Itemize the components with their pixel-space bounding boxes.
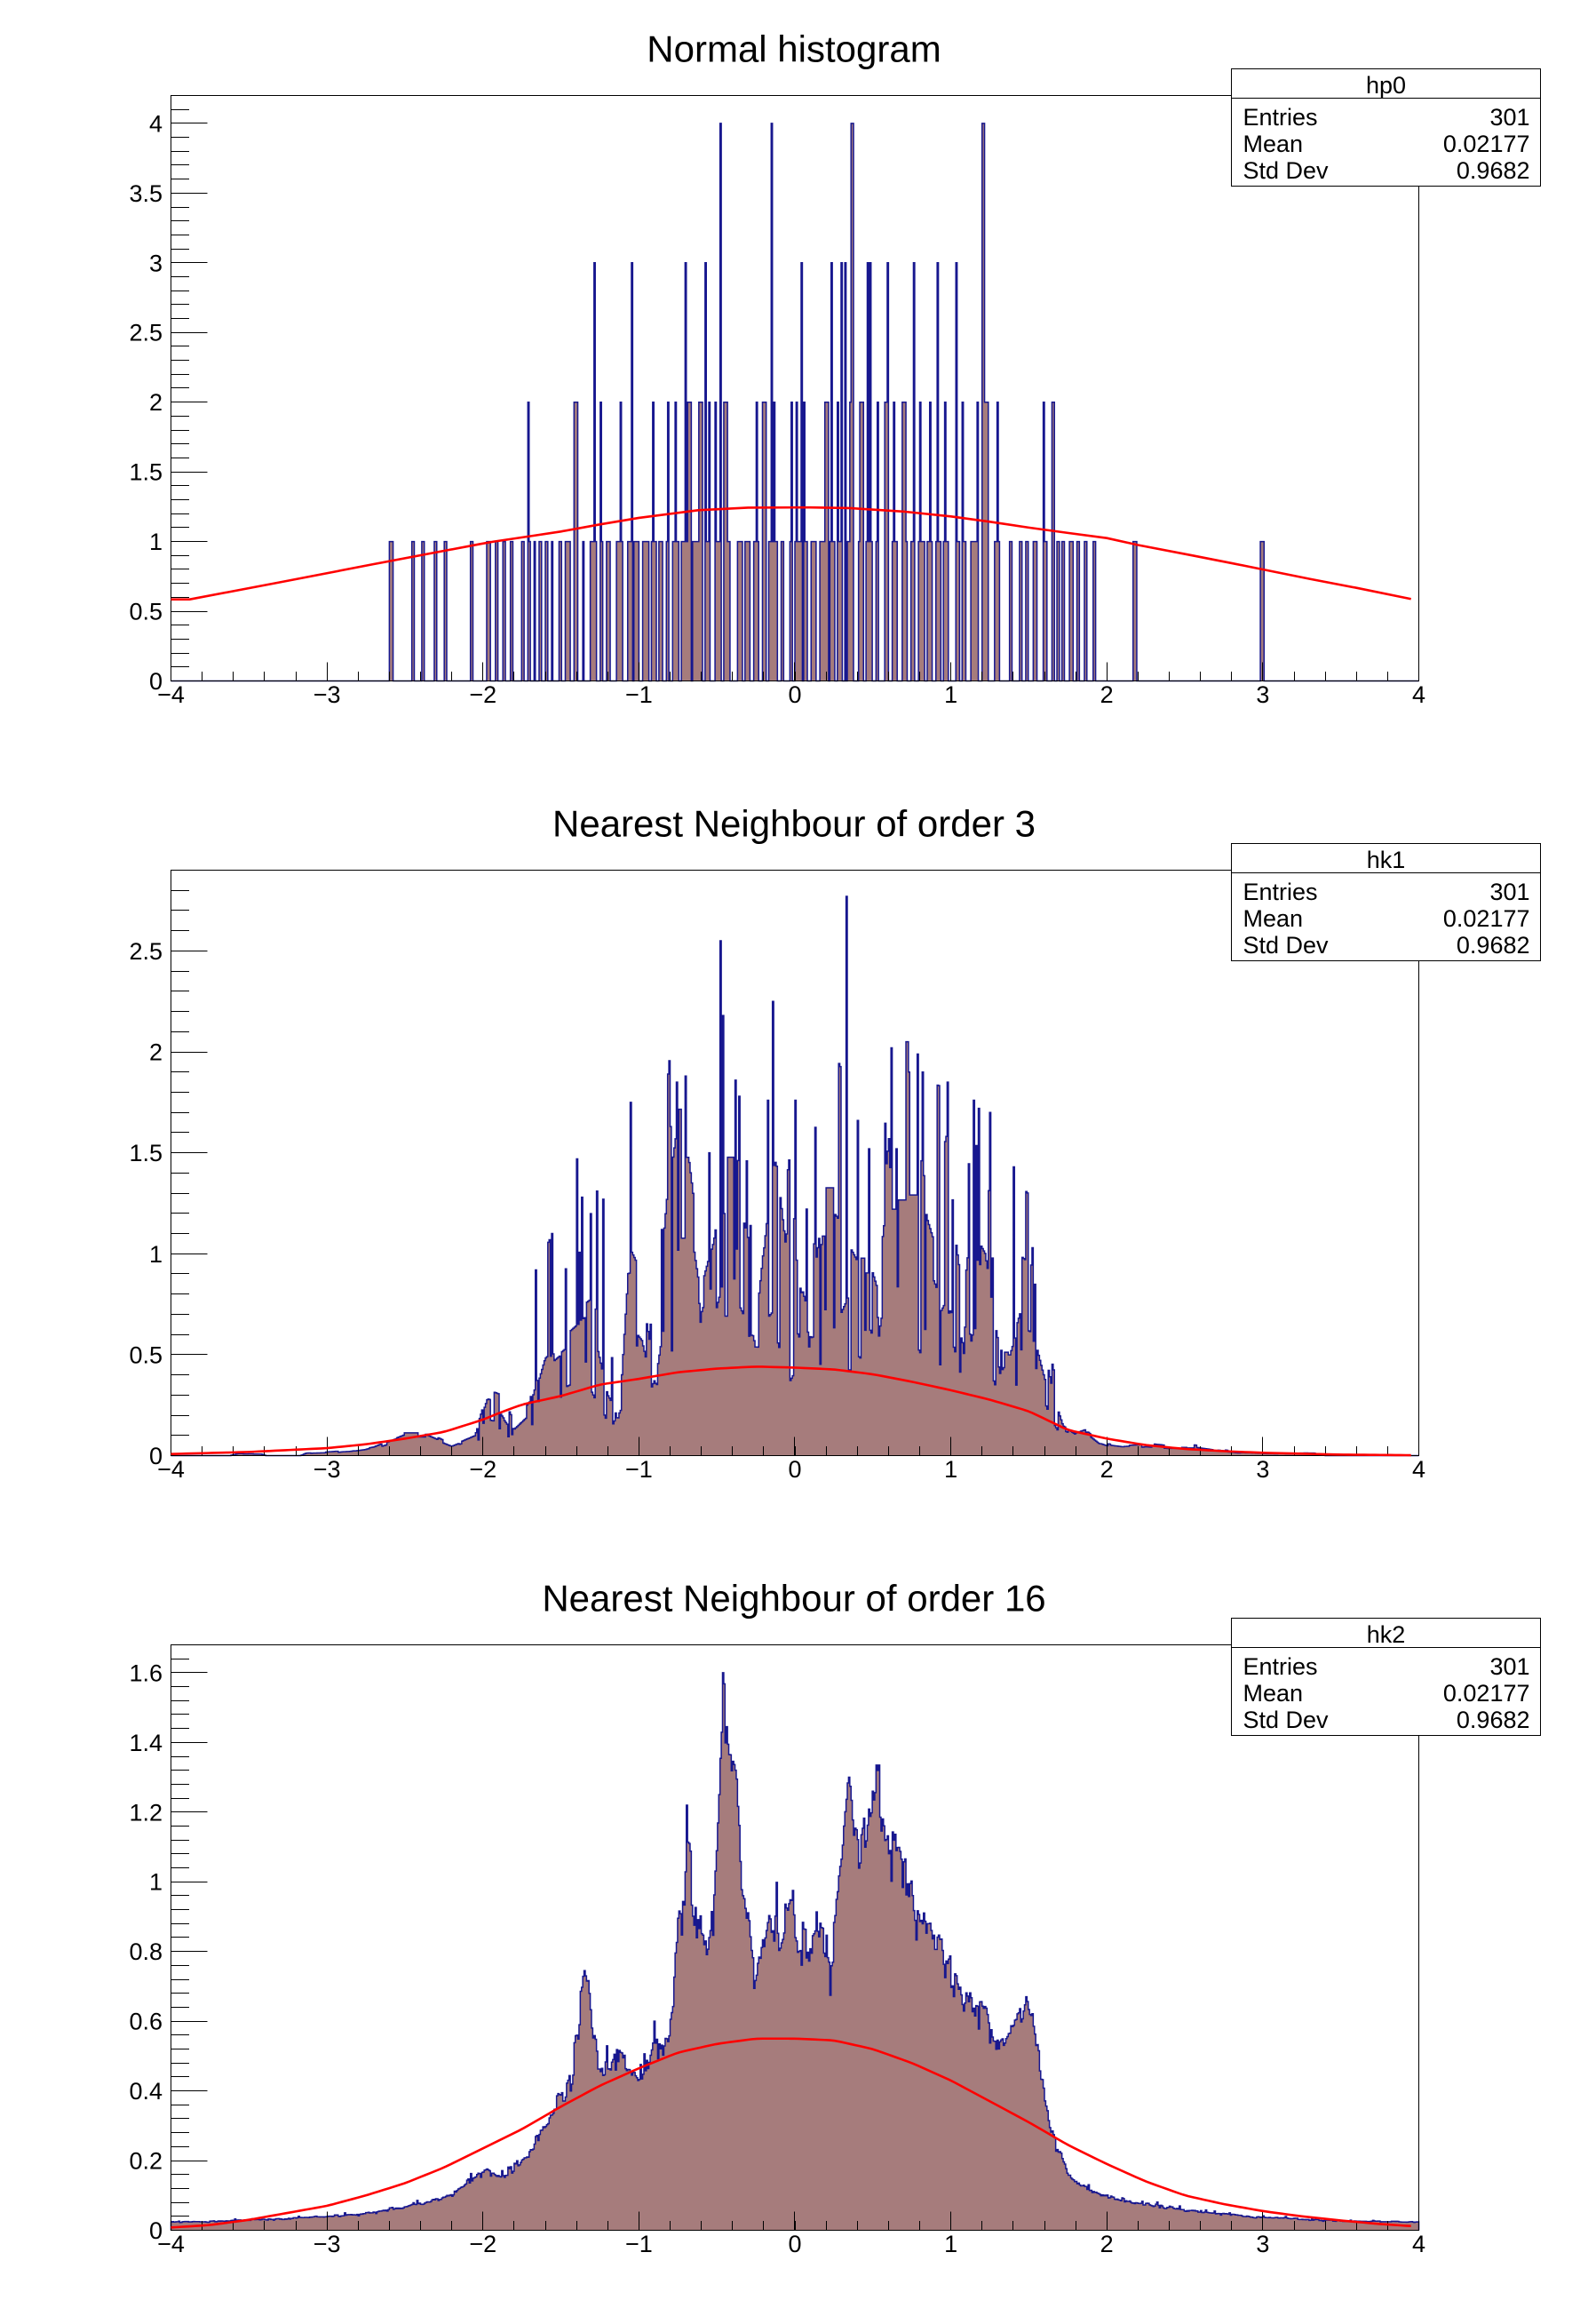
svg-text:1.2: 1.2 bbox=[129, 1799, 163, 1826]
svg-text:0.6: 0.6 bbox=[129, 2009, 163, 2035]
svg-text:0: 0 bbox=[788, 1456, 801, 1483]
svg-text:301: 301 bbox=[1489, 879, 1529, 905]
svg-text:0: 0 bbox=[788, 681, 801, 708]
svg-text:Mean: Mean bbox=[1243, 905, 1304, 932]
svg-text:2: 2 bbox=[1100, 2231, 1114, 2257]
svg-text:1: 1 bbox=[149, 1869, 163, 1896]
svg-text:0: 0 bbox=[149, 668, 163, 695]
svg-text:Entries: Entries bbox=[1243, 104, 1318, 131]
svg-text:1.5: 1.5 bbox=[129, 459, 163, 486]
svg-text:4: 4 bbox=[1412, 1456, 1425, 1483]
svg-text:−3: −3 bbox=[314, 2231, 341, 2257]
svg-text:−3: −3 bbox=[314, 681, 341, 708]
svg-text:0.5: 0.5 bbox=[129, 1341, 163, 1368]
svg-text:Nearest Neighbour of order 3: Nearest Neighbour of order 3 bbox=[552, 803, 1036, 845]
svg-text:0.9682: 0.9682 bbox=[1457, 157, 1530, 184]
svg-text:1: 1 bbox=[944, 2231, 957, 2257]
svg-text:2.5: 2.5 bbox=[129, 938, 163, 965]
svg-text:−4: −4 bbox=[157, 1456, 185, 1483]
svg-text:0.5: 0.5 bbox=[129, 599, 163, 625]
svg-text:1.4: 1.4 bbox=[129, 1730, 163, 1756]
svg-text:0.4: 0.4 bbox=[129, 2078, 163, 2105]
svg-text:0: 0 bbox=[788, 2231, 801, 2257]
svg-text:Entries: Entries bbox=[1243, 1653, 1318, 1680]
svg-text:3: 3 bbox=[1256, 1456, 1269, 1483]
svg-text:3: 3 bbox=[1256, 681, 1269, 708]
svg-text:2: 2 bbox=[149, 1039, 163, 1066]
svg-text:Std Dev: Std Dev bbox=[1243, 932, 1330, 959]
svg-text:0.02177: 0.02177 bbox=[1443, 131, 1530, 157]
svg-text:−1: −1 bbox=[625, 2231, 653, 2257]
svg-text:−1: −1 bbox=[625, 1456, 653, 1483]
svg-text:301: 301 bbox=[1489, 104, 1529, 131]
svg-text:−3: −3 bbox=[314, 1456, 341, 1483]
svg-text:−4: −4 bbox=[157, 681, 185, 708]
svg-text:0: 0 bbox=[149, 2217, 163, 2244]
svg-text:−2: −2 bbox=[469, 681, 496, 708]
svg-text:4: 4 bbox=[1412, 2231, 1425, 2257]
svg-text:0.9682: 0.9682 bbox=[1457, 932, 1530, 959]
svg-text:−2: −2 bbox=[469, 1456, 496, 1483]
svg-text:Std Dev: Std Dev bbox=[1243, 1707, 1330, 1733]
svg-text:−4: −4 bbox=[157, 2231, 185, 2257]
svg-text:Mean: Mean bbox=[1243, 131, 1304, 157]
svg-text:0.2: 0.2 bbox=[129, 2148, 163, 2175]
svg-text:301: 301 bbox=[1489, 1653, 1529, 1680]
svg-text:2: 2 bbox=[1100, 681, 1114, 708]
svg-text:hk1: hk1 bbox=[1367, 847, 1406, 873]
svg-text:4: 4 bbox=[1412, 681, 1425, 708]
svg-text:0.9682: 0.9682 bbox=[1457, 1707, 1530, 1733]
svg-text:2: 2 bbox=[1100, 1456, 1114, 1483]
svg-text:3.5: 3.5 bbox=[129, 180, 163, 207]
svg-text:Normal histogram: Normal histogram bbox=[647, 28, 941, 70]
svg-text:4: 4 bbox=[149, 110, 163, 137]
svg-text:2.5: 2.5 bbox=[129, 320, 163, 346]
svg-text:1.5: 1.5 bbox=[129, 1140, 163, 1166]
svg-text:1: 1 bbox=[944, 681, 957, 708]
svg-text:2: 2 bbox=[149, 389, 163, 416]
svg-text:hk2: hk2 bbox=[1367, 1621, 1406, 1648]
svg-text:1: 1 bbox=[149, 529, 163, 555]
svg-text:1: 1 bbox=[944, 1456, 957, 1483]
svg-text:Nearest Neighbour of order 16: Nearest Neighbour of order 16 bbox=[542, 1578, 1045, 1620]
svg-text:−1: −1 bbox=[625, 681, 653, 708]
svg-text:3: 3 bbox=[1256, 2231, 1269, 2257]
svg-text:Mean: Mean bbox=[1243, 1680, 1304, 1707]
svg-text:0: 0 bbox=[149, 1443, 163, 1469]
svg-text:1: 1 bbox=[149, 1241, 163, 1268]
svg-text:Entries: Entries bbox=[1243, 879, 1318, 905]
svg-text:0.02177: 0.02177 bbox=[1443, 1680, 1530, 1707]
svg-text:0.02177: 0.02177 bbox=[1443, 905, 1530, 932]
svg-text:hp0: hp0 bbox=[1366, 72, 1406, 99]
svg-text:0.8: 0.8 bbox=[129, 1938, 163, 1965]
svg-text:3: 3 bbox=[149, 250, 163, 276]
svg-text:Std Dev: Std Dev bbox=[1243, 157, 1330, 184]
svg-text:−2: −2 bbox=[469, 2231, 496, 2257]
svg-text:1.6: 1.6 bbox=[129, 1659, 163, 1686]
